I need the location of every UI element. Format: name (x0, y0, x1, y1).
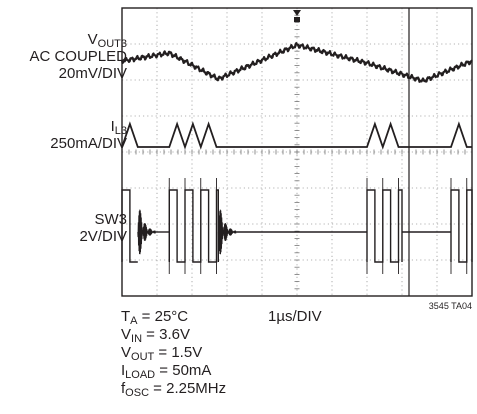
il3-scale: 250mA/DIV (50, 135, 127, 152)
vout3-coupling: AC COUPLED (29, 48, 127, 65)
condition-vout: VOUT = 1.5V (121, 344, 203, 363)
plot-traces (120, 8, 473, 296)
sw3-scale: 2V/DIV (79, 228, 127, 245)
sw3-label: SW3 2V/DIV (79, 211, 127, 245)
sw3-burst (450, 189, 473, 263)
timebase-label: 1µs/DIV (268, 308, 322, 325)
condition-fosc: fOSC = 2.25MHz (121, 380, 227, 399)
condition-vin: VIN = 3.6V (121, 326, 190, 345)
sw3-name: SW3 (94, 211, 127, 228)
sw3-burst (168, 189, 220, 263)
sw3-burst (366, 189, 403, 263)
vout3-label: VOUT3 AC COUPLED 20mV/DIV (29, 31, 127, 82)
sw3-ringing (217, 209, 237, 255)
plot-frame (121, 7, 473, 297)
sw3-burst (121, 189, 138, 263)
vout3-name: VOUT3 (87, 31, 127, 50)
condition-ta: TA = 25°C (121, 308, 189, 327)
sw3-ringing (137, 209, 156, 255)
condition-iload: ILOAD = 50mA (121, 362, 212, 381)
plot-grid (121, 7, 473, 297)
il3-trace (121, 121, 472, 150)
il3-label: IL3 250mA/DIV (50, 118, 127, 152)
trigger-marker-stem (294, 17, 300, 22)
sw3-trace (121, 178, 473, 274)
figure-id: 3545 TA04 (429, 301, 472, 311)
vout3-trace (120, 42, 473, 83)
trigger-marker-icon (293, 10, 301, 16)
il3-name: IL3 (110, 118, 127, 137)
vout3-scale: 20mV/DIV (58, 65, 127, 82)
